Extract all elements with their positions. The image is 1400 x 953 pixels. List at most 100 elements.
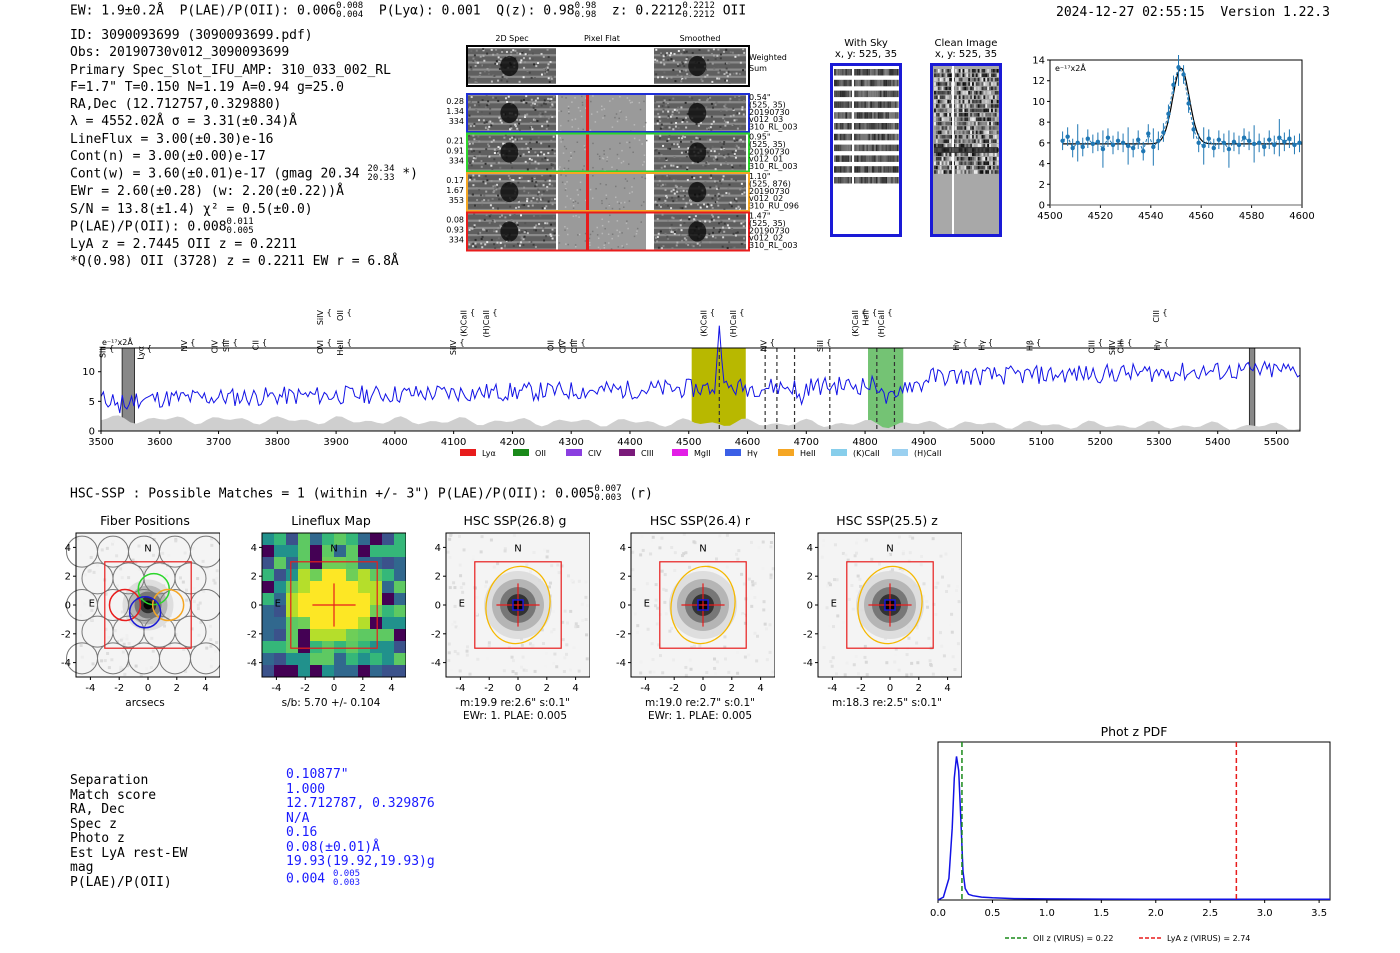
pixel-noise [492, 207, 495, 210]
sky-pixel [873, 69, 876, 76]
pixel-noise [528, 141, 531, 144]
line-label: SiII [816, 340, 825, 352]
sky-pixel [973, 86, 976, 91]
sky-pixel [854, 112, 857, 119]
stamp-noise [209, 658, 213, 662]
stamp-noise [771, 670, 775, 674]
flat-noise [572, 204, 575, 207]
stamp-noise [743, 613, 747, 617]
sky-pixel [834, 177, 836, 184]
pixel-noise [500, 198, 503, 201]
stamp-noise [834, 672, 838, 676]
sky-pixel [937, 82, 940, 86]
pixel-noise [707, 231, 710, 234]
stamp-noise [945, 590, 949, 594]
pixel-noise [725, 161, 728, 164]
pixel-noise [542, 226, 545, 229]
flat-noise [585, 107, 587, 109]
pixel-noise [730, 246, 733, 249]
pixel-noise [706, 137, 709, 140]
stamp-noise [907, 636, 911, 640]
pixel-noise [721, 245, 724, 248]
pixel-noise [483, 199, 486, 202]
aperture-box [104, 561, 192, 649]
pixel-noise [707, 193, 710, 196]
pixel-noise [722, 119, 725, 122]
stamp-noise [670, 545, 674, 549]
lineflux-pixel [274, 617, 287, 630]
stamp-noise [476, 657, 480, 661]
pixel-noise [468, 178, 471, 181]
line-label: Hβ [1026, 340, 1035, 351]
pixel-noise [666, 77, 669, 80]
flat-noise [565, 243, 567, 245]
stamp-noise [473, 586, 477, 590]
flat-noise [643, 201, 645, 203]
stamp-noise [888, 553, 892, 557]
lineflux-pixel [358, 569, 371, 582]
pixel-noise [551, 228, 554, 231]
sky-pixel [947, 165, 950, 170]
sky-pixel [837, 155, 840, 162]
sky-pixel [956, 130, 959, 135]
stamp-noise [664, 612, 668, 616]
pixel-noise [497, 194, 500, 197]
sky-pixel [849, 101, 852, 108]
sky-pixel [994, 91, 997, 95]
flat-noise [582, 128, 584, 131]
pixel-noise [682, 198, 685, 201]
sky-pixel [939, 113, 942, 117]
sky-pixel [870, 123, 873, 130]
pixel-noise [530, 126, 533, 129]
pixel-noise [550, 223, 553, 226]
fiber-circle [190, 642, 220, 675]
stamp-noise [91, 662, 95, 666]
pixel-noise [499, 58, 502, 61]
pixel-noise [720, 128, 723, 131]
sky-pixel [973, 157, 976, 161]
sky-pixel [972, 126, 974, 130]
pixel-noise [483, 218, 486, 221]
y-tick-label: 4 [807, 543, 813, 554]
sky-pixel [972, 113, 974, 117]
pixel-noise [670, 229, 673, 232]
sky-pixel [939, 104, 942, 108]
sky-pixel [983, 165, 986, 170]
lineflux-pixel [322, 545, 335, 558]
pixel-noise [483, 121, 486, 124]
pixel-noise [709, 96, 712, 99]
pixel-noise [518, 80, 521, 83]
stamp-noise [585, 604, 589, 608]
sky-pixel [994, 170, 997, 174]
pixel-noise [666, 174, 669, 177]
stamp-noise [121, 650, 125, 654]
summary-plae-lo: 0.005 [226, 225, 254, 236]
sky-pixel [979, 126, 982, 130]
sky-pixel [989, 152, 992, 157]
lineflux-pixel [310, 629, 323, 642]
pixel-noise [675, 117, 678, 120]
stamp-noise [831, 656, 835, 660]
sky-pixel [994, 139, 997, 143]
match-label-score: Match score [70, 787, 157, 803]
line-label-bracket: { [1036, 338, 1041, 347]
stamp-noise [747, 653, 751, 657]
pixel-noise [687, 147, 690, 150]
y-tick-label: -4 [616, 658, 626, 669]
sky-pixel [843, 123, 846, 130]
sky-pixel [960, 69, 963, 73]
sky-pixel [987, 77, 990, 82]
stamp-noise [210, 537, 214, 541]
line-label: NV [759, 339, 768, 351]
stamp-title: HSC SSP(25.5) z [836, 513, 938, 528]
pixel-noise [552, 95, 555, 98]
stamp-noise [655, 622, 659, 626]
spectrum-axes [100, 347, 1301, 432]
sky-pixel [966, 99, 969, 104]
lineflux-pixel [334, 557, 347, 570]
sky-pixel [935, 161, 938, 165]
sky-pixel [945, 165, 948, 170]
source-blob [688, 142, 707, 163]
stamp-noise [485, 580, 489, 584]
header-z-hi: 0.2212 [682, 1, 715, 11]
